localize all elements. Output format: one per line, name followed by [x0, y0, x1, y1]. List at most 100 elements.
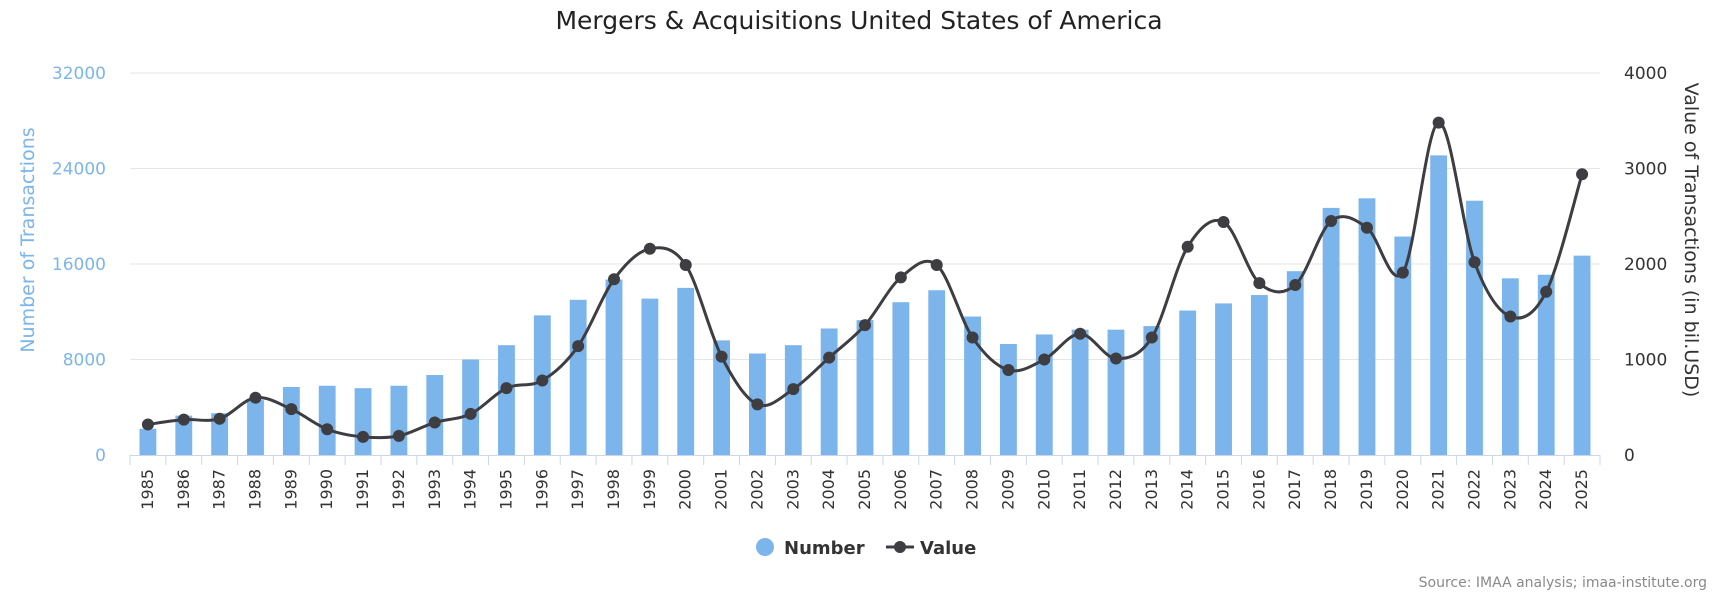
value-point-1992[interactable]: [392, 429, 405, 442]
bar-2018[interactable]: [1322, 207, 1340, 455]
bar-1993[interactable]: [426, 375, 444, 455]
bar-2000[interactable]: [677, 287, 695, 455]
bar-2008[interactable]: [964, 316, 981, 455]
value-point-1998[interactable]: [608, 273, 621, 286]
value-point-2006[interactable]: [894, 271, 907, 284]
legend-item-number[interactable]: Number: [756, 538, 865, 559]
bar-2014[interactable]: [1179, 310, 1197, 455]
bar-2006[interactable]: [892, 302, 910, 455]
value-point-2021[interactable]: [1432, 116, 1445, 129]
value-point-2025[interactable]: [1576, 168, 1589, 181]
x-tick-label: 2019: [1357, 469, 1376, 510]
value-point-1995[interactable]: [500, 382, 513, 395]
x-tick-label: 2004: [819, 469, 838, 510]
value-points[interactable]: [141, 116, 1589, 443]
x-tick-label: 1996: [532, 469, 551, 510]
bar-1985[interactable]: [139, 428, 157, 455]
bar-1998[interactable]: [605, 279, 623, 455]
bar-1987[interactable]: [211, 413, 229, 455]
bar-1986[interactable]: [175, 415, 193, 455]
value-point-2004[interactable]: [823, 351, 836, 364]
x-tick-label: 1987: [210, 469, 229, 510]
x-tick-label: 2005: [855, 469, 874, 510]
value-point-2014[interactable]: [1181, 240, 1194, 253]
legend-item-value[interactable]: Value: [886, 538, 976, 559]
bar-1990[interactable]: [318, 385, 336, 455]
bar-2012[interactable]: [1107, 329, 1125, 455]
value-point-1993[interactable]: [428, 416, 441, 429]
bar-2004[interactable]: [820, 328, 838, 455]
value-point-1988[interactable]: [249, 391, 262, 404]
bar-1997[interactable]: [569, 299, 587, 455]
bar-2021[interactable]: [1430, 155, 1448, 455]
bar-1995[interactable]: [498, 345, 515, 455]
source-credit[interactable]: Source: IMAA analysis; imaa-institute.or…: [1419, 575, 1707, 591]
bar-2025[interactable]: [1573, 255, 1591, 455]
value-point-1991[interactable]: [357, 430, 370, 443]
bar-2015[interactable]: [1215, 303, 1232, 455]
bar-1994[interactable]: [462, 359, 480, 456]
value-point-1990[interactable]: [321, 423, 334, 436]
value-point-2012[interactable]: [1109, 352, 1122, 365]
bar-2024[interactable]: [1537, 274, 1555, 455]
value-point-1994[interactable]: [464, 407, 477, 420]
bar-1992[interactable]: [390, 385, 408, 455]
value-point-2000[interactable]: [679, 258, 692, 271]
x-tick-label: 2003: [783, 469, 802, 510]
value-point-1996[interactable]: [536, 374, 549, 387]
x-tick-label: 2017: [1285, 469, 1304, 510]
value-point-2002[interactable]: [751, 398, 764, 411]
bar-2001[interactable]: [713, 340, 731, 455]
bar-1988[interactable]: [247, 400, 264, 455]
x-tick-label: 1992: [389, 469, 408, 510]
bar-series-number[interactable]: [139, 155, 1591, 456]
value-point-2019[interactable]: [1360, 221, 1373, 234]
value-point-1986[interactable]: [177, 413, 190, 426]
value-point-1985[interactable]: [141, 418, 154, 431]
y-axis-right-label: Value of Transactions (in bil.USD): [1680, 83, 1702, 398]
value-point-2007[interactable]: [930, 258, 943, 271]
value-point-1999[interactable]: [643, 242, 656, 255]
bar-2020[interactable]: [1394, 236, 1412, 455]
value-point-2023[interactable]: [1504, 310, 1517, 323]
value-point-2020[interactable]: [1396, 266, 1409, 279]
value-point-2015[interactable]: [1217, 215, 1230, 228]
value-point-2017[interactable]: [1289, 279, 1302, 292]
bar-1991[interactable]: [354, 388, 372, 455]
x-tick-label: 2001: [712, 469, 731, 510]
value-point-1987[interactable]: [213, 412, 226, 425]
bar-1989[interactable]: [282, 386, 300, 455]
value-point-2001[interactable]: [715, 350, 728, 363]
chart-title: Mergers & Acquisitions United States of …: [555, 6, 1162, 35]
value-point-2011[interactable]: [1074, 327, 1087, 340]
value-point-2013[interactable]: [1145, 331, 1158, 344]
value-point-2024[interactable]: [1540, 285, 1553, 298]
bar-2017[interactable]: [1286, 271, 1304, 455]
value-point-2016[interactable]: [1253, 277, 1266, 290]
bar-1999[interactable]: [641, 298, 659, 455]
bar-2011[interactable]: [1071, 329, 1089, 455]
value-point-2003[interactable]: [787, 383, 800, 396]
x-tick-label: 1986: [174, 469, 193, 510]
bar-2007[interactable]: [928, 290, 946, 455]
x-tick-label: 2008: [963, 469, 982, 510]
bar-2005[interactable]: [856, 320, 874, 455]
x-tick-label: 1988: [245, 469, 264, 510]
value-point-1989[interactable]: [285, 403, 298, 416]
bar-2019[interactable]: [1358, 198, 1376, 455]
value-point-2010[interactable]: [1038, 353, 1051, 366]
value-point-2008[interactable]: [966, 331, 979, 344]
bar-2009[interactable]: [999, 343, 1017, 455]
value-point-2022[interactable]: [1468, 256, 1481, 269]
y-left-tick-label: 32000: [52, 64, 106, 84]
value-point-2009[interactable]: [1002, 364, 1015, 377]
bar-2013[interactable]: [1143, 326, 1161, 455]
bar-2023[interactable]: [1501, 278, 1519, 455]
bar-2016[interactable]: [1250, 295, 1268, 455]
bar-2010[interactable]: [1035, 334, 1053, 455]
x-tick-label: 2002: [747, 469, 766, 510]
value-point-2018[interactable]: [1325, 215, 1338, 228]
bar-2003[interactable]: [784, 345, 802, 455]
value-point-2005[interactable]: [859, 319, 871, 332]
value-point-1997[interactable]: [572, 340, 585, 353]
